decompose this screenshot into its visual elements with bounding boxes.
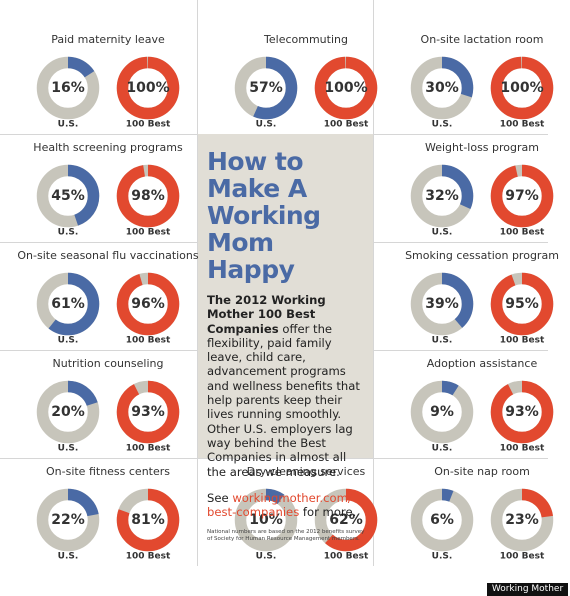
category-label: 100 Best (500, 336, 545, 346)
value-label: 10% (249, 512, 283, 528)
category-label: U.S. (58, 120, 79, 130)
donut-segment (410, 380, 474, 444)
value-label: 22% (51, 512, 85, 528)
chart-title: Health screening programs (33, 141, 183, 154)
panel-body: The 2012 Working Mother 100 Best Compani… (207, 293, 367, 479)
donut-segment (490, 56, 554, 120)
value-label: 45% (51, 188, 85, 204)
center-panel-bg (198, 134, 373, 458)
category-label: 100 Best (126, 552, 171, 562)
value-label: 95% (505, 296, 539, 312)
donut-segment (490, 380, 554, 444)
category-label: 100 Best (126, 336, 171, 346)
chart-title: On-site nap room (434, 465, 530, 478)
value-label: 97% (505, 188, 539, 204)
panel-see: See workingmother.com/ best-companies fo… (207, 491, 367, 520)
category-label: U.S. (256, 552, 277, 562)
category-label: 100 Best (126, 228, 171, 238)
category-label: 100 Best (500, 552, 545, 562)
footnote: National numbers are based on the 2012 b… (207, 529, 365, 543)
category-label: U.S. (58, 552, 79, 562)
donut-segment (36, 488, 100, 552)
category-label: 100 Best (126, 444, 171, 454)
category-label: U.S. (432, 552, 453, 562)
donut-segment (410, 488, 474, 552)
chart-title: On-site seasonal flu vaccinations (17, 249, 199, 262)
more: for more. (302, 505, 357, 520)
center-panel: How to Make A Working Mom Happy The 2012… (207, 148, 367, 543)
category-label: 100 Best (324, 120, 369, 130)
value-label: 57% (249, 80, 283, 96)
panel-text: offer the flexibility, paid family leave… (207, 321, 360, 479)
value-label: 6% (430, 512, 454, 528)
value-label: 39% (425, 296, 459, 312)
value-label: 93% (131, 404, 165, 420)
category-label: 100 Best (500, 120, 545, 130)
donut-segment (36, 272, 100, 336)
value-label: 100% (324, 80, 367, 96)
chart-title: On-site fitness centers (46, 465, 170, 478)
category-label: U.S. (58, 336, 79, 346)
chart-title: Telecommuting (263, 33, 348, 46)
donut-segment (410, 56, 474, 120)
donut-segment (490, 488, 554, 552)
donut-segment (116, 164, 180, 228)
category-label: U.S. (432, 228, 453, 238)
chart-title: Nutrition counseling (53, 357, 164, 370)
value-label: 100% (126, 80, 169, 96)
category-label: U.S. (256, 120, 277, 130)
donut-segment (116, 56, 180, 120)
chart-title: Smoking cessation program (405, 249, 559, 262)
value-label: 16% (51, 80, 85, 96)
chart-title: Paid maternity leave (51, 33, 165, 46)
value-label: 23% (505, 512, 539, 528)
category-label: 100 Best (324, 552, 369, 562)
value-label: 20% (51, 404, 85, 420)
donut-segment (116, 272, 180, 336)
value-label: 62% (329, 512, 363, 528)
link[interactable]: workingmother.com/ best-companies (207, 490, 352, 520)
value-label: 96% (131, 296, 165, 312)
category-label: U.S. (432, 444, 453, 454)
panel-title: How to Make A Working Mom Happy (207, 147, 321, 284)
chart-title: Adoption assistance (427, 357, 538, 370)
category-label: 100 Best (500, 228, 545, 238)
category-label: 100 Best (126, 120, 171, 130)
category-label: U.S. (58, 228, 79, 238)
value-label: 30% (425, 80, 459, 96)
value-label: 93% (505, 404, 539, 420)
value-label: 81% (131, 512, 165, 528)
credit: Working Mother (487, 583, 568, 596)
see: See (207, 490, 229, 505)
donut-segment (410, 164, 474, 228)
value-label: 32% (425, 188, 459, 204)
category-label: U.S. (58, 444, 79, 454)
category-label: U.S. (432, 336, 453, 346)
chart-title: Weight-loss program (425, 141, 539, 154)
donut-segment (234, 488, 298, 552)
category-label: U.S. (432, 120, 453, 130)
donut-segment (314, 488, 378, 552)
value-label: 98% (131, 188, 165, 204)
donut-segment (234, 56, 298, 120)
donut-segment (490, 272, 554, 336)
donut-segment (116, 488, 180, 552)
value-label: 61% (51, 296, 85, 312)
donut-segment (490, 164, 554, 228)
chart-title: Dry-cleaning services (247, 465, 366, 478)
donut-segment (36, 56, 100, 120)
chart-title: On-site lactation room (421, 33, 544, 46)
donut-segment (36, 380, 100, 444)
donut-segment (410, 272, 474, 336)
category-label: 100 Best (500, 444, 545, 454)
value-label: 100% (500, 80, 543, 96)
value-label: 9% (430, 404, 454, 420)
donut-segment (314, 56, 378, 120)
panel-lead: The 2012 Working Mother 100 Best Compani… (207, 293, 326, 336)
donut-segment (36, 164, 100, 228)
donut-segment (116, 380, 180, 444)
